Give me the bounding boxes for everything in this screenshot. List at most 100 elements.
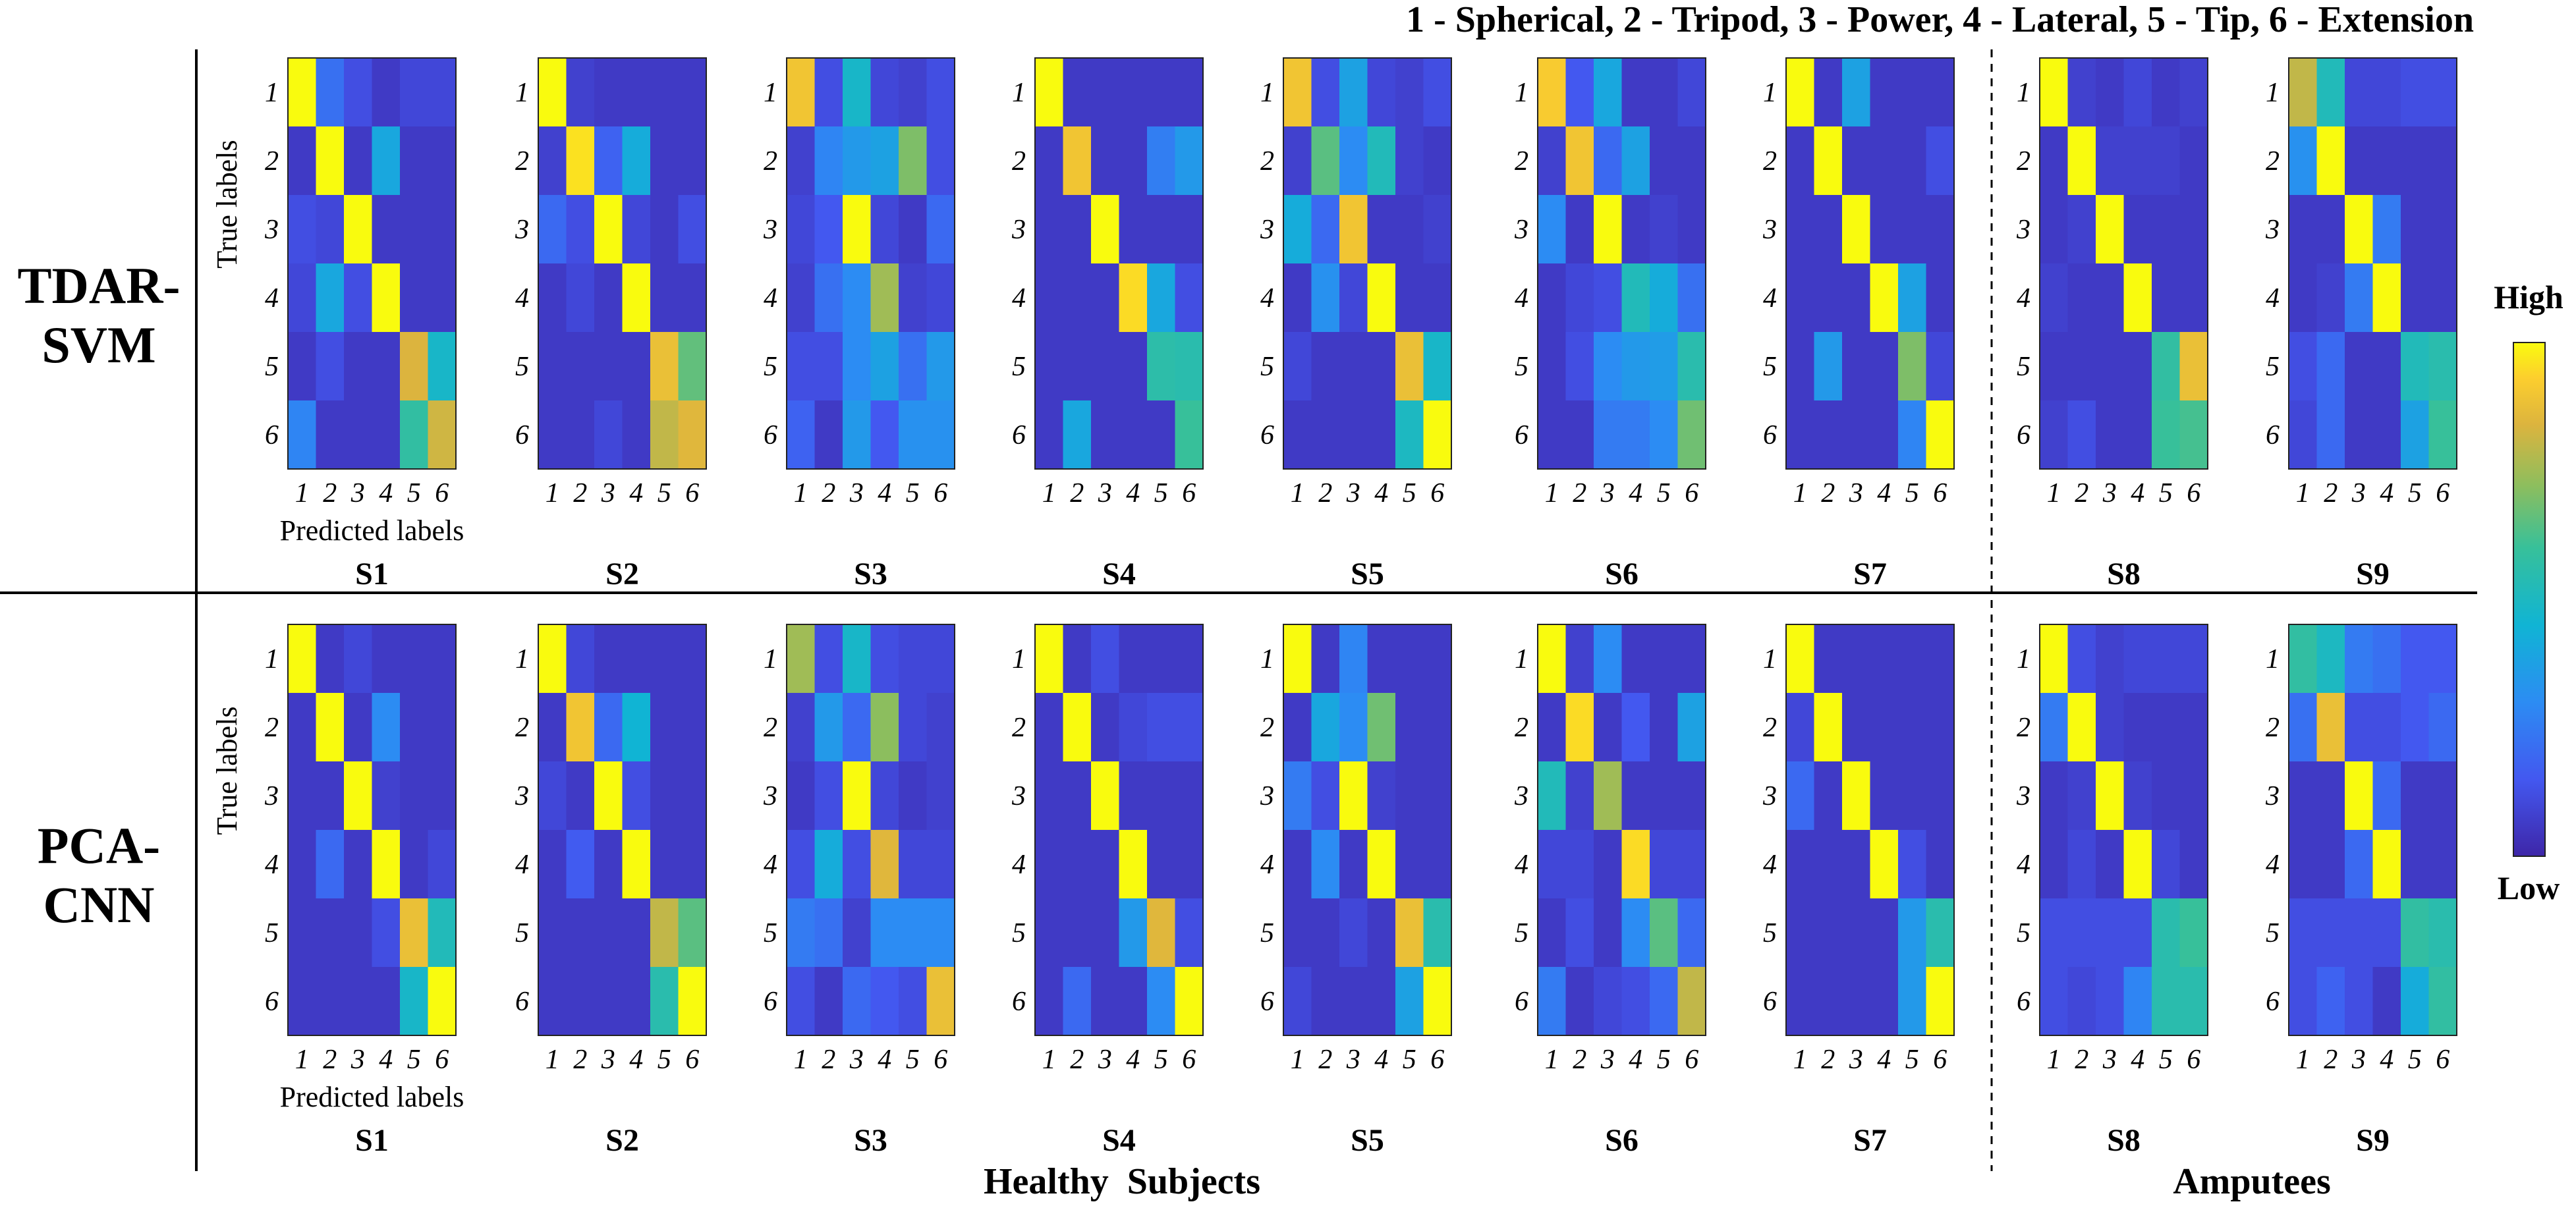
- subject-label: S4: [1102, 557, 1136, 591]
- heatmap-cell: [1786, 830, 1815, 899]
- heatmap-cell: [1538, 693, 1567, 762]
- heatmap-cell: [650, 332, 679, 401]
- heatmap-cell: [814, 830, 843, 899]
- heatmap-cell: [1311, 830, 1340, 899]
- heatmap-cell: [1870, 967, 1899, 1036]
- heatmap-cell: [2345, 195, 2374, 264]
- heatmap-cell: [622, 967, 651, 1036]
- heatmap-cell: [1091, 830, 1120, 899]
- heatmap-cell: [1870, 332, 1899, 401]
- heatmap-cell: [678, 126, 707, 196]
- heatmap-frame: [287, 624, 457, 1036]
- heatmap-cell: [566, 830, 595, 899]
- x-tick-label: 4: [1126, 1045, 1140, 1075]
- heatmap-cell: [1339, 58, 1368, 127]
- heatmap-cell: [2040, 898, 2069, 968]
- y-tick-label: 2: [1763, 146, 1777, 177]
- heatmap-cell: [1311, 967, 1340, 1036]
- heatmap-cell: [1311, 195, 1340, 264]
- heatmap-cell: [622, 126, 651, 196]
- heatmap-cell: [2096, 761, 2125, 831]
- heatmap-cell: [538, 263, 567, 333]
- heatmap-cell: [1538, 967, 1567, 1036]
- heatmap-cell: [344, 400, 373, 470]
- x-tick-label: 6: [1182, 1045, 1196, 1075]
- x-tick-label: 3: [2351, 1045, 2366, 1075]
- heatmap-cell: [1565, 967, 1594, 1036]
- y-tick-label: 6: [515, 987, 529, 1017]
- heatmap-cell: [372, 58, 401, 127]
- heatmap-cell: [2040, 967, 2069, 1036]
- heatmap-cell: [1786, 967, 1815, 1036]
- y-tick-label: 6: [2266, 987, 2280, 1017]
- y-tick-label: 2: [1012, 713, 1026, 743]
- heatmap-cell: [870, 693, 899, 762]
- x-axis-label: Predicted labels: [280, 1081, 464, 1113]
- heatmap-cell: [594, 195, 623, 264]
- subject-label: S8: [2107, 1123, 2141, 1158]
- heatmap-cell: [566, 126, 595, 196]
- heatmap-cell: [1423, 126, 1452, 196]
- heatmap-cell: [2372, 967, 2401, 1036]
- heatmap-cell: [2152, 195, 2181, 264]
- heatmap-cell: [400, 693, 429, 762]
- heatmap-cell: [1339, 967, 1368, 1036]
- heatmap-cell: [678, 263, 707, 333]
- subject-label: S3: [854, 557, 887, 591]
- y-tick-label: 1: [1012, 644, 1026, 674]
- x-tick-label: 2: [1821, 1045, 1835, 1075]
- heatmap-cell: [2345, 693, 2374, 762]
- heatmap-cell: [1283, 400, 1312, 470]
- heatmap-cell: [1395, 332, 1424, 401]
- heatmap-cell: [1621, 761, 1650, 831]
- heatmap-cell: [2428, 761, 2457, 831]
- heatmap-cell: [787, 693, 816, 762]
- x-tick-label: 6: [934, 1045, 947, 1075]
- heatmap-cell: [1147, 761, 1176, 831]
- heatmap-cell: [2401, 263, 2430, 333]
- heatmap-cell: [1147, 693, 1176, 762]
- heatmap-cell: [1814, 624, 1843, 694]
- heatmap-cell: [344, 332, 373, 401]
- heatmap-cell: [1147, 967, 1176, 1036]
- heatmap-cell: [2040, 830, 2069, 899]
- x-tick-label: 3: [350, 1045, 365, 1075]
- heatmap-cell: [1842, 967, 1871, 1036]
- x-tick-label: 4: [878, 478, 891, 508]
- heatmap-cell: [2179, 693, 2208, 762]
- heatmap-cell: [843, 967, 872, 1036]
- heatmap-cell: [1594, 830, 1623, 899]
- heatmap-cell: [2345, 967, 2374, 1036]
- heatmap-cell: [899, 195, 928, 264]
- heatmap-cell: [1814, 761, 1843, 831]
- x-tick-label: 1: [1793, 1045, 1807, 1075]
- y-tick-label: 4: [1763, 283, 1777, 314]
- heatmap-cell: [1898, 693, 1927, 762]
- heatmap-cell: [1367, 624, 1396, 694]
- heatmap-cell: [2152, 263, 2181, 333]
- heatmap-cell: [870, 761, 899, 831]
- heatmap-cell: [2401, 195, 2430, 264]
- heatmap-cell: [2372, 332, 2401, 401]
- x-tick-label: 3: [1346, 1045, 1360, 1075]
- heatmap-cell: [2096, 332, 2125, 401]
- heatmap-cell: [2152, 126, 2181, 196]
- heatmap-cell: [1367, 263, 1396, 333]
- heatmap-cell: [787, 126, 816, 196]
- heatmap-cell: [372, 126, 401, 196]
- heatmap-cell: [1423, 898, 1452, 968]
- heatmap-cell: [316, 332, 345, 401]
- heatmap-cell: [538, 624, 567, 694]
- heatmap-cell: [428, 332, 457, 401]
- heatmap-cell: [1339, 898, 1368, 968]
- heatmap-cell: [2179, 761, 2208, 831]
- heatmap-cell: [1538, 400, 1567, 470]
- y-tick-label: 1: [764, 644, 777, 674]
- heatmap-cell: [1283, 58, 1312, 127]
- heatmap-cell: [1786, 898, 1815, 968]
- x-tick-label: 5: [2408, 478, 2422, 508]
- heatmap-frame: [1785, 57, 1955, 470]
- subject-label: S3: [854, 1123, 887, 1158]
